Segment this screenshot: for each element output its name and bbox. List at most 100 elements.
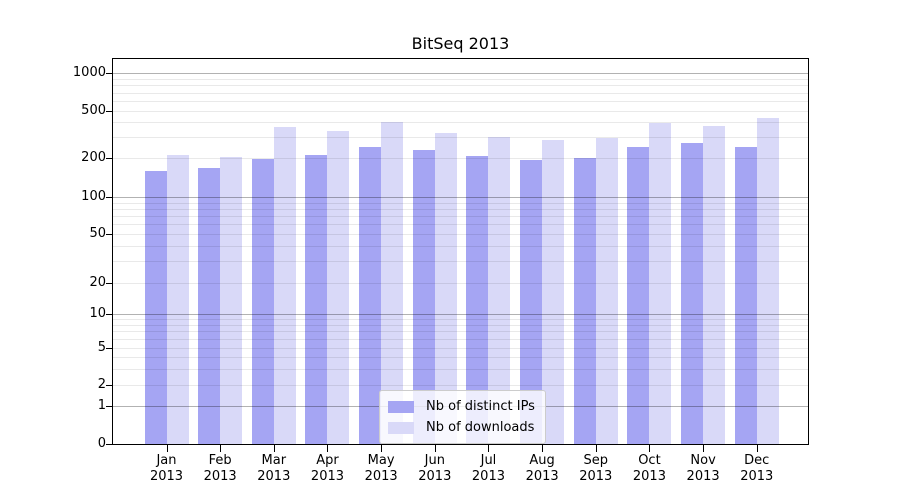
bar-mar-distinct-ips (251, 159, 274, 444)
y-tick-mark-500 (106, 111, 113, 112)
bar-jul-distinct-ips (466, 155, 489, 444)
x-tick-year: 2013 (257, 469, 291, 484)
bar-sep-downloads (595, 138, 618, 444)
bar-apr-downloads (327, 130, 350, 444)
bar-feb-downloads (220, 157, 243, 444)
gridline-major-100 (113, 197, 808, 198)
x-tick-mark-oct (649, 445, 651, 452)
x-tick-month: Dec (744, 453, 770, 468)
y-tick-mark-10 (106, 314, 113, 315)
x-tick-month: Jan (156, 453, 177, 468)
y-tick-label-20: 20 (89, 275, 106, 290)
x-tick-label-aug: Aug 2013 (510, 453, 574, 485)
x-tick-label-mar: Mar 2013 (242, 453, 306, 485)
gridline-minor-2 (113, 385, 808, 386)
x-tick-year: 2013 (310, 469, 345, 484)
x-tick-label-feb: Feb 2013 (188, 453, 252, 485)
gridline-minor-70 (113, 216, 808, 218)
gridline-minor-600 (113, 101, 808, 102)
x-tick-mark-nov (703, 445, 705, 452)
chart-title: BitSeq 2013 (411, 34, 510, 53)
gridline-minor-90 (113, 202, 808, 204)
gridline-minor-20 (113, 283, 808, 284)
gridline-minor-300 (113, 137, 808, 139)
legend-swatch-downloads (388, 421, 414, 434)
bar-dec-downloads (756, 118, 779, 444)
x-tick-mark-may (381, 445, 383, 452)
bar-jun-downloads (434, 132, 457, 444)
gridline-minor-60 (113, 224, 808, 226)
x-tick-label-jun: Jun 2013 (403, 453, 467, 485)
gridline-minor-700 (113, 92, 808, 94)
bar-jul-downloads (488, 137, 511, 444)
y-tick-label-100: 100 (81, 189, 106, 204)
bar-oct-distinct-ips (627, 146, 650, 444)
x-tick-month: Apr (316, 453, 339, 468)
gridline-minor-8 (113, 324, 808, 326)
x-tick-month: Mar (261, 453, 287, 468)
x-tick-month: Feb (208, 453, 232, 468)
x-tick-mark-aug (542, 445, 544, 452)
legend: Nb of distinct IPs Nb of downloads (379, 390, 546, 444)
x-tick-mark-feb (220, 445, 222, 452)
y-tick-label-50: 50 (89, 226, 106, 241)
y-tick-mark-200 (106, 158, 113, 159)
x-tick-year: 2013 (525, 469, 559, 484)
x-tick-label-dec: Dec 2013 (725, 453, 789, 485)
bar-apr-distinct-ips (305, 155, 328, 444)
x-tick-mark-jun (434, 445, 436, 452)
x-tick-year: 2013 (632, 469, 666, 484)
bar-may-downloads (381, 121, 404, 444)
y-tick-mark-1 (106, 406, 113, 407)
bar-may-distinct-ips (359, 146, 382, 444)
gridline-minor-400 (113, 122, 808, 124)
gridline-major-1000 (113, 73, 808, 74)
gridline-minor-40 (113, 245, 808, 247)
y-tick-label-500: 500 (81, 103, 106, 118)
bar-dec-distinct-ips (734, 146, 757, 444)
x-tick-label-oct: Oct 2013 (617, 453, 681, 485)
x-tick-year: 2013 (471, 469, 505, 484)
y-tick-mark-2 (106, 385, 113, 386)
bar-nov-downloads (703, 126, 726, 444)
y-tick-mark-100 (106, 197, 113, 198)
x-tick-year: 2013 (418, 469, 452, 484)
bar-jan-downloads (166, 155, 189, 444)
y-tick-mark-5 (106, 348, 113, 349)
x-tick-mark-mar (273, 445, 275, 452)
gridline-major-10 (113, 314, 808, 315)
x-tick-month: Oct (638, 453, 661, 468)
x-tick-month: May (367, 453, 395, 468)
y-tick-mark-0 (106, 444, 113, 445)
x-tick-label-apr: Apr 2013 (295, 453, 359, 485)
y-tick-mark-20 (106, 283, 113, 284)
x-tick-label-sep: Sep 2013 (564, 453, 628, 485)
bar-mar-downloads (273, 127, 296, 444)
gridline-minor-9 (113, 319, 808, 321)
x-tick-mark-jul (488, 445, 490, 452)
gridline-minor-800 (113, 85, 808, 87)
x-tick-year: 2013 (579, 469, 613, 484)
y-tick-mark-1000 (106, 73, 113, 74)
gridline-minor-200 (113, 158, 808, 159)
x-tick-month: Jun (424, 453, 445, 468)
x-tick-mark-jan (166, 445, 168, 452)
x-tick-year: 2013 (740, 469, 774, 484)
x-tick-label-jul: Jul 2013 (456, 453, 520, 485)
x-tick-mark-apr (327, 445, 329, 452)
x-tick-label-jan: Jan 2013 (135, 453, 199, 485)
x-tick-month: Sep (583, 453, 609, 468)
legend-item-downloads: Nb of downloads (386, 417, 537, 438)
x-tick-month: Nov (690, 453, 716, 468)
bar-oct-downloads (649, 122, 672, 444)
y-tick-label-2: 2 (97, 377, 106, 392)
bar-nov-distinct-ips (681, 142, 704, 444)
gridline-minor-4 (113, 357, 808, 358)
x-tick-month: Jul (480, 453, 497, 468)
x-tick-year: 2013 (149, 469, 184, 484)
y-tick-label-1: 1 (97, 398, 106, 413)
y-tick-label-200: 200 (81, 150, 106, 165)
legend-item-distinct-ips: Nb of distinct IPs (386, 396, 537, 417)
x-tick-year: 2013 (686, 469, 720, 484)
